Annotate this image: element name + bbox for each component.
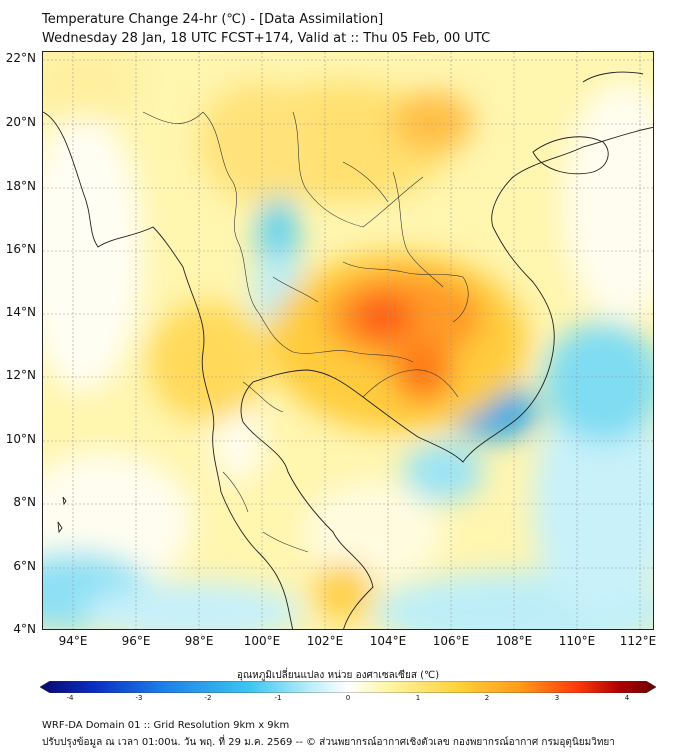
- lon-label: 110°E: [558, 634, 596, 648]
- colorbar-tick-label: 4: [624, 694, 630, 702]
- lat-label: 14°N: [5, 305, 36, 319]
- colorbar-title: อุณหภูมิเปลี่ยนแปลง หน่วย องศาเซลเซียส (…: [236, 670, 440, 681]
- coastlines: [43, 71, 653, 629]
- lon-label: 108°E: [495, 634, 533, 648]
- footer-model-info: WRF-DA Domain 01 :: Grid Resolution 9km …: [42, 720, 290, 731]
- colorbar-tick-label: 1: [415, 694, 421, 702]
- lat-label: 22°N: [5, 51, 36, 65]
- lon-label: 102°E: [306, 634, 344, 648]
- colorbar-tick-label: 2: [484, 694, 490, 702]
- lat-label: 16°N: [5, 242, 36, 256]
- temperature-change-map: [42, 51, 654, 630]
- colorbar-tick-label: -4: [66, 694, 74, 702]
- lat-label: 12°N: [5, 368, 36, 382]
- map-title: Temperature Change 24-hr (℃) - [Data Ass…: [42, 12, 384, 27]
- colorbar: [40, 681, 656, 693]
- lat-label: 6°N: [13, 559, 36, 573]
- map-subtitle-valid-time: Wednesday 28 Jan, 18 UTC FCST+174, Valid…: [42, 31, 491, 46]
- lon-label: 98°E: [184, 634, 214, 648]
- colorbar-tick-label: -2: [204, 694, 212, 702]
- lat-label: 20°N: [5, 115, 36, 129]
- lon-label: 94°E: [58, 634, 88, 648]
- lon-label: 106°E: [432, 634, 470, 648]
- lon-label: 112°E: [619, 634, 657, 648]
- lat-label: 18°N: [5, 179, 36, 193]
- colorbar-tick-label: -1: [274, 694, 282, 702]
- colorbar-tick-label: 3: [554, 694, 560, 702]
- colorbar-tick-label: 0: [345, 694, 351, 702]
- temperature-field: [43, 52, 653, 629]
- lon-label: 104°E: [369, 634, 407, 648]
- lon-label: 100°E: [243, 634, 281, 648]
- map-canvas: [43, 52, 653, 629]
- graticule: [43, 52, 653, 629]
- lat-label: 8°N: [13, 495, 36, 509]
- lat-label: 4°N: [13, 622, 36, 636]
- footer-credit: ปรับปรุงข้อมูล ณ เวลา 01:00น. วัน พฤ. ที…: [42, 737, 615, 748]
- lat-label: 10°N: [5, 432, 36, 446]
- colorbar-tick-label: -3: [135, 694, 143, 702]
- admin-boundaries: [142, 111, 469, 553]
- lon-label: 96°E: [121, 634, 151, 648]
